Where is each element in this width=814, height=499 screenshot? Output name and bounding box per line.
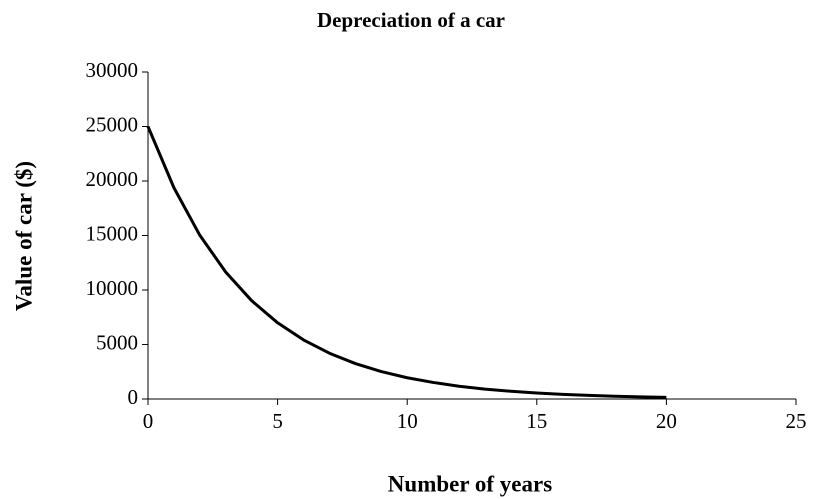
chart-title: Depreciation of a car xyxy=(317,8,505,32)
y-tick-label: 20000 xyxy=(86,167,139,191)
x-tick-label: 5 xyxy=(272,409,283,433)
y-tick-label: 15000 xyxy=(86,221,139,245)
x-tick-label: 10 xyxy=(397,409,418,433)
line xyxy=(146,125,667,399)
y-tick-label: 0 xyxy=(128,385,139,409)
x-axis-title: Number of years xyxy=(388,471,552,496)
x-tick-label: 25 xyxy=(786,409,807,433)
x-tick-label: 0 xyxy=(143,409,154,433)
y-tick-label: 25000 xyxy=(86,112,139,136)
x-tick-label: 20 xyxy=(656,409,677,433)
y-axis-title: Value of car ($) xyxy=(11,161,36,311)
x-tick-label: 15 xyxy=(526,409,547,433)
y-tick-label: 30000 xyxy=(86,58,139,82)
y-tick-label: 5000 xyxy=(96,330,138,354)
y-tick-label: 10000 xyxy=(86,276,139,300)
